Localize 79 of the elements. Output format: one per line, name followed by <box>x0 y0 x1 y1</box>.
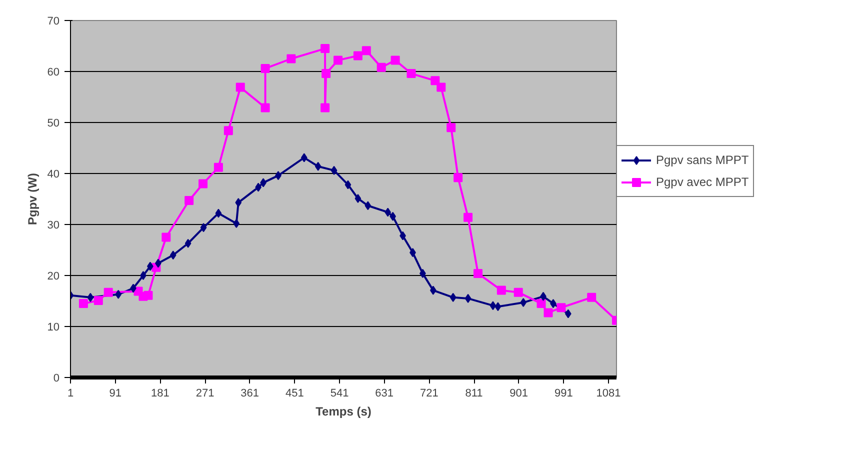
point <box>286 54 296 64</box>
point <box>215 208 222 218</box>
point <box>390 56 400 65</box>
x-tick-label: 91 <box>109 388 122 400</box>
point <box>320 103 330 112</box>
point <box>376 62 386 72</box>
point <box>536 299 546 308</box>
point <box>334 56 343 65</box>
x-tick-label: 991 <box>554 388 573 400</box>
legend-label: Pgpv sans MPPT <box>656 153 749 167</box>
point <box>104 288 113 297</box>
point <box>454 173 463 182</box>
point <box>140 271 146 280</box>
y-tick-label: 70 <box>47 16 60 28</box>
point <box>464 212 473 222</box>
point <box>198 179 208 188</box>
x-tick-label: 1 <box>67 388 74 400</box>
point <box>184 196 194 206</box>
point <box>235 198 242 208</box>
point <box>260 103 270 112</box>
y-tick-label: 40 <box>47 168 60 180</box>
point <box>162 232 171 242</box>
point <box>184 238 192 248</box>
point <box>436 82 446 92</box>
y-tick-label: 0 <box>53 372 60 384</box>
x-tick-label: 811 <box>465 388 483 400</box>
point <box>200 223 207 232</box>
x-tick-label: 541 <box>330 388 349 400</box>
legend-label: Pgpv avec MPPT <box>656 175 749 189</box>
point <box>556 303 566 312</box>
point <box>353 51 362 60</box>
point <box>94 296 103 305</box>
point <box>446 123 456 132</box>
x-tick-label: 451 <box>286 388 304 400</box>
y-axis-title: Pgpv (W) <box>25 172 40 225</box>
x-tick-label: 361 <box>240 388 260 400</box>
x-tick-label: 1081 <box>596 388 621 400</box>
point <box>233 218 240 228</box>
point <box>490 301 496 310</box>
point <box>314 162 322 171</box>
point <box>362 46 371 56</box>
point <box>170 250 176 260</box>
y-tick-label: 10 <box>47 322 60 334</box>
y-tick-label: 30 <box>47 220 60 232</box>
y-tick-label: 20 <box>47 270 60 282</box>
point <box>514 288 523 297</box>
point <box>450 292 456 302</box>
y-tick-label: 60 <box>47 66 60 78</box>
point <box>330 166 338 175</box>
point <box>494 302 502 312</box>
x-axis-title: Temps (s) <box>316 404 372 418</box>
x-tick-label: 631 <box>375 388 394 400</box>
point <box>260 64 270 73</box>
point <box>354 194 362 203</box>
x-tick-label: 721 <box>420 388 438 400</box>
point <box>544 308 553 318</box>
point <box>224 126 233 136</box>
point <box>464 294 472 303</box>
point <box>87 292 94 302</box>
y-tick-label: 50 <box>47 118 60 130</box>
x-tick-label: 271 <box>196 388 214 400</box>
point <box>406 69 416 78</box>
point <box>214 162 223 172</box>
point <box>384 208 392 217</box>
point <box>236 82 245 92</box>
point <box>430 76 440 86</box>
point <box>78 299 88 308</box>
point <box>300 153 308 162</box>
point <box>364 201 372 210</box>
point <box>344 180 352 190</box>
point <box>322 69 331 78</box>
point <box>320 44 330 54</box>
point <box>496 286 506 295</box>
point <box>520 298 527 308</box>
x-tick-label: 181 <box>150 388 170 400</box>
point <box>587 292 596 302</box>
point <box>474 268 483 278</box>
x-tick-label: 901 <box>510 388 528 400</box>
point <box>144 290 153 300</box>
